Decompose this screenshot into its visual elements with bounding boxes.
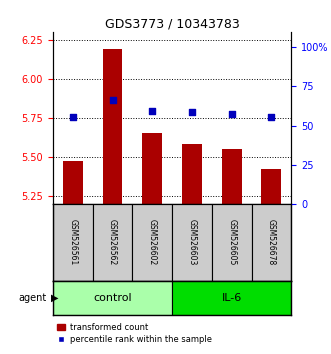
Text: GSM526602: GSM526602 [148, 219, 157, 266]
Bar [172, 204, 212, 281]
Bar [252, 204, 291, 281]
Bar [53, 204, 93, 281]
Text: GSM526561: GSM526561 [68, 219, 77, 266]
Point [70, 114, 75, 120]
Text: agent: agent [18, 293, 46, 303]
Text: GSM526562: GSM526562 [108, 219, 117, 266]
Bar [172, 281, 291, 315]
Text: IL-6: IL-6 [221, 293, 242, 303]
Point [229, 111, 234, 116]
Point [110, 97, 115, 103]
Bar [261, 169, 281, 204]
Bar [53, 281, 172, 315]
Text: GSM526603: GSM526603 [187, 219, 197, 266]
Point [269, 114, 274, 120]
Legend: transformed count, percentile rank within the sample: transformed count, percentile rank withi… [57, 323, 212, 344]
Bar [212, 204, 252, 281]
Bar [103, 49, 122, 204]
Bar [222, 149, 242, 204]
Text: GSM526678: GSM526678 [267, 219, 276, 266]
Text: GSM526605: GSM526605 [227, 219, 236, 266]
Bar [93, 204, 132, 281]
Bar [182, 144, 202, 204]
Point [189, 109, 195, 115]
Bar [132, 204, 172, 281]
Bar [63, 161, 83, 204]
Title: GDS3773 / 10343783: GDS3773 / 10343783 [105, 18, 240, 31]
Text: control: control [93, 293, 132, 303]
Text: ▶: ▶ [51, 293, 59, 303]
Bar [142, 133, 162, 204]
Point [150, 109, 155, 114]
